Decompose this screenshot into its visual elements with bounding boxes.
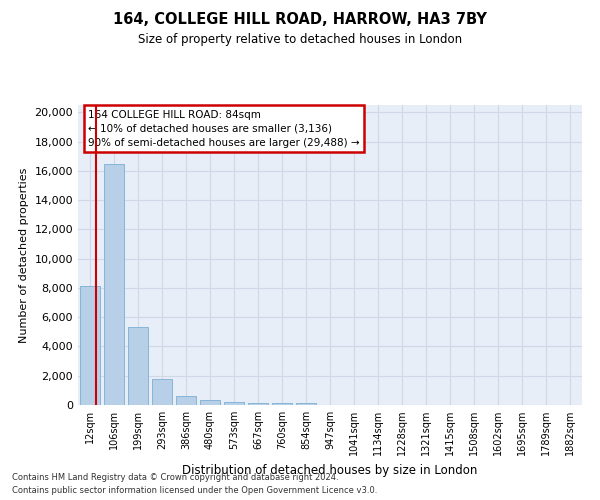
Bar xyxy=(200,400,220,405)
Bar xyxy=(296,404,316,405)
Text: 164 COLLEGE HILL ROAD: 84sqm
← 10% of detached houses are smaller (3,136)
90% of: 164 COLLEGE HILL ROAD: 84sqm ← 10% of de… xyxy=(88,110,360,148)
Bar xyxy=(248,402,268,405)
Y-axis label: Number of detached properties: Number of detached properties xyxy=(19,168,29,342)
Bar xyxy=(176,396,196,405)
Bar xyxy=(128,328,148,405)
Bar xyxy=(80,286,100,405)
Text: Contains public sector information licensed under the Open Government Licence v3: Contains public sector information licen… xyxy=(12,486,377,495)
Bar xyxy=(224,402,244,405)
X-axis label: Distribution of detached houses by size in London: Distribution of detached houses by size … xyxy=(182,464,478,476)
Text: Size of property relative to detached houses in London: Size of property relative to detached ho… xyxy=(138,32,462,46)
Text: 164, COLLEGE HILL ROAD, HARROW, HA3 7BY: 164, COLLEGE HILL ROAD, HARROW, HA3 7BY xyxy=(113,12,487,28)
Bar xyxy=(152,380,172,405)
Bar xyxy=(104,164,124,405)
Bar xyxy=(272,403,292,405)
Text: Contains HM Land Registry data © Crown copyright and database right 2024.: Contains HM Land Registry data © Crown c… xyxy=(12,474,338,482)
